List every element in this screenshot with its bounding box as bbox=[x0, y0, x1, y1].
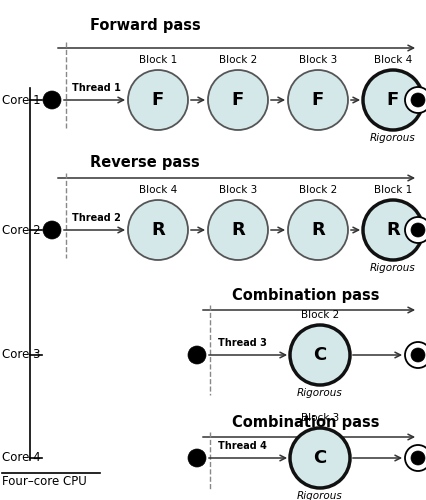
Circle shape bbox=[410, 93, 424, 107]
Circle shape bbox=[404, 217, 426, 243]
Text: Rigorous: Rigorous bbox=[296, 491, 342, 500]
Text: R: R bbox=[230, 221, 244, 239]
Text: Thread 1: Thread 1 bbox=[72, 83, 121, 93]
Text: Core 2: Core 2 bbox=[2, 224, 40, 236]
Text: Rigorous: Rigorous bbox=[369, 133, 415, 143]
Circle shape bbox=[287, 200, 347, 260]
Circle shape bbox=[404, 342, 426, 368]
Circle shape bbox=[362, 70, 422, 130]
Circle shape bbox=[128, 200, 187, 260]
Circle shape bbox=[362, 200, 422, 260]
Circle shape bbox=[207, 70, 268, 130]
Text: Block 2: Block 2 bbox=[300, 310, 338, 320]
Text: Four–core CPU: Four–core CPU bbox=[2, 475, 86, 488]
Text: C: C bbox=[313, 346, 326, 364]
Circle shape bbox=[289, 428, 349, 488]
Text: Rigorous: Rigorous bbox=[369, 263, 415, 273]
Circle shape bbox=[404, 445, 426, 471]
Text: Block 1: Block 1 bbox=[138, 55, 177, 65]
Text: Thread 3: Thread 3 bbox=[218, 338, 266, 348]
Text: Reverse pass: Reverse pass bbox=[90, 155, 199, 170]
Circle shape bbox=[410, 223, 424, 237]
Circle shape bbox=[207, 200, 268, 260]
Circle shape bbox=[410, 348, 424, 362]
Text: Core 1: Core 1 bbox=[2, 94, 40, 106]
Circle shape bbox=[289, 325, 349, 385]
Text: Block 3: Block 3 bbox=[219, 185, 256, 195]
Text: Core 3: Core 3 bbox=[2, 348, 40, 362]
Text: Block 4: Block 4 bbox=[373, 55, 411, 65]
Text: F: F bbox=[386, 91, 398, 109]
Circle shape bbox=[187, 346, 205, 364]
Circle shape bbox=[128, 70, 187, 130]
Circle shape bbox=[410, 451, 424, 465]
Text: F: F bbox=[231, 91, 244, 109]
Text: Combination pass: Combination pass bbox=[231, 288, 379, 303]
Circle shape bbox=[43, 221, 61, 239]
Text: Core 4: Core 4 bbox=[2, 452, 40, 464]
Text: Block 3: Block 3 bbox=[298, 55, 337, 65]
Text: R: R bbox=[385, 221, 399, 239]
Text: R: R bbox=[151, 221, 164, 239]
Text: Block 4: Block 4 bbox=[138, 185, 177, 195]
Circle shape bbox=[404, 87, 426, 113]
Text: Thread 2: Thread 2 bbox=[72, 213, 121, 223]
Circle shape bbox=[43, 91, 61, 109]
Text: Block 3: Block 3 bbox=[300, 413, 338, 423]
Circle shape bbox=[187, 449, 205, 467]
Text: F: F bbox=[152, 91, 164, 109]
Text: Combination pass: Combination pass bbox=[231, 415, 379, 430]
Text: R: R bbox=[311, 221, 324, 239]
Text: F: F bbox=[311, 91, 323, 109]
Text: Rigorous: Rigorous bbox=[296, 388, 342, 398]
Text: Thread 4: Thread 4 bbox=[218, 441, 266, 451]
Text: Block 1: Block 1 bbox=[373, 185, 411, 195]
Text: Forward pass: Forward pass bbox=[90, 18, 200, 33]
Text: Block 2: Block 2 bbox=[219, 55, 256, 65]
Text: Block 2: Block 2 bbox=[298, 185, 337, 195]
Text: C: C bbox=[313, 449, 326, 467]
Circle shape bbox=[287, 70, 347, 130]
